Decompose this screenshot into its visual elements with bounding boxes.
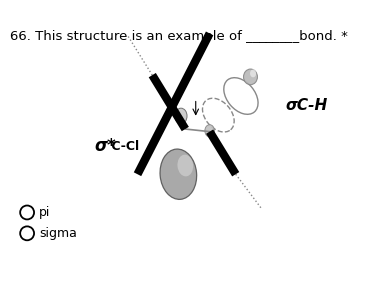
Ellipse shape [160,149,197,200]
Text: σC-H: σC-H [285,98,327,113]
Ellipse shape [243,69,257,85]
Text: pi: pi [39,206,51,219]
Text: C-Cl: C-Cl [107,140,139,153]
Text: 66. This structure is an example of ________bond. *: 66. This structure is an example of ____… [10,30,348,43]
Ellipse shape [178,155,193,176]
Text: sigma: sigma [39,227,77,240]
Ellipse shape [250,70,256,77]
Ellipse shape [175,108,187,124]
Text: σ*: σ* [94,137,116,155]
Ellipse shape [205,125,214,137]
